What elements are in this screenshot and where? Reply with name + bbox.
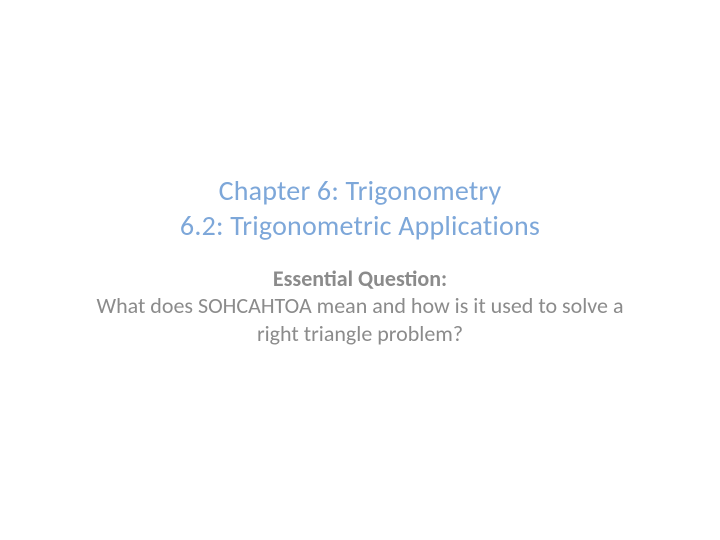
title-line-2: 6.2: Trigonometric Applications <box>0 208 720 243</box>
slide-content: Chapter 6: Trigonometry 6.2: Trigonometr… <box>0 173 720 348</box>
essential-question-text: What does SOHCAHTOA mean and how is it u… <box>90 292 630 347</box>
essential-question-label: Essential Question: <box>90 265 630 293</box>
title-line-1: Chapter 6: Trigonometry <box>0 173 720 208</box>
title-block: Chapter 6: Trigonometry 6.2: Trigonometr… <box>0 173 720 243</box>
body-block: Essential Question: What does SOHCAHTOA … <box>0 265 720 348</box>
